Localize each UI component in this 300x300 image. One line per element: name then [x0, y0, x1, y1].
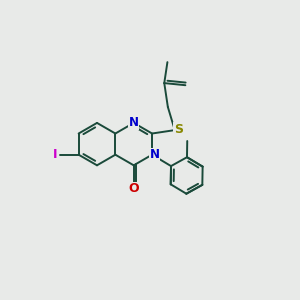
Text: O: O — [128, 182, 139, 195]
Text: N: N — [149, 148, 159, 161]
Text: S: S — [174, 123, 183, 136]
Text: I: I — [53, 148, 57, 161]
Text: N: N — [129, 116, 139, 129]
